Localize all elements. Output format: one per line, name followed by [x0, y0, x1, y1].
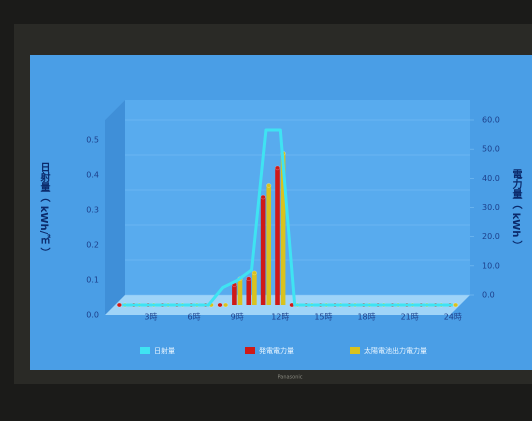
y2-tick-label: 20.0	[482, 232, 500, 241]
plot-back-wall	[125, 100, 470, 295]
y-tick-label: 0.5	[86, 136, 99, 145]
x-tick-label: 12時	[271, 313, 289, 322]
x-tick-label: 21時	[401, 313, 419, 322]
legend-label: 太陽電池出力電力量	[364, 346, 427, 355]
bar-cap	[453, 303, 458, 307]
bar	[275, 168, 280, 305]
bar-cap	[117, 303, 122, 307]
legend-label: 日射量	[154, 346, 175, 355]
legend-swatch	[245, 347, 255, 354]
legend-swatch	[140, 347, 150, 354]
bar	[238, 279, 243, 305]
x-tick-label: 15時	[314, 313, 332, 322]
bar	[232, 285, 237, 305]
y2-tick-label: 50.0	[482, 145, 500, 154]
y2-tick-label: 40.0	[482, 174, 500, 183]
plot-side-wall	[105, 100, 125, 315]
y-tick-label: 0.3	[86, 206, 99, 215]
bezel-brand: Panasonic	[277, 375, 302, 381]
y-tick-label: 0.4	[86, 171, 99, 180]
x-tick-label: 24時	[444, 313, 462, 322]
bar	[246, 279, 251, 305]
legend-swatch	[350, 347, 360, 354]
y2-tick-label: 30.0	[482, 203, 500, 212]
bar-cap	[275, 166, 280, 170]
y2-tick-label: 60.0	[482, 116, 500, 125]
bar-cap	[261, 195, 266, 199]
y2-tick-label: 0.0	[482, 291, 495, 300]
y-tick-label: 0.1	[86, 276, 99, 285]
x-tick-label: 6時	[188, 313, 201, 322]
y-tick-label: 0.2	[86, 241, 99, 250]
y-tick-label: 0.0	[86, 311, 99, 320]
bar	[252, 273, 257, 305]
bar-cap	[223, 303, 228, 307]
legend-label: 発電電力量	[259, 346, 294, 355]
bar	[266, 185, 271, 305]
x-tick-label: 18時	[357, 313, 375, 322]
bar-cap	[218, 303, 223, 307]
screenshot: 日射量（ kWh/㎡ ） 電力量（ kWh ） Panasonic 0.00.1…	[0, 0, 532, 421]
x-tick-label: 9時	[231, 313, 244, 322]
bar-cap	[246, 277, 251, 281]
x-tick-label: 3時	[144, 313, 157, 322]
y2-tick-label: 10.0	[482, 261, 500, 270]
bar	[261, 197, 266, 305]
bar-cap	[266, 183, 271, 187]
bar-cap	[252, 271, 257, 275]
